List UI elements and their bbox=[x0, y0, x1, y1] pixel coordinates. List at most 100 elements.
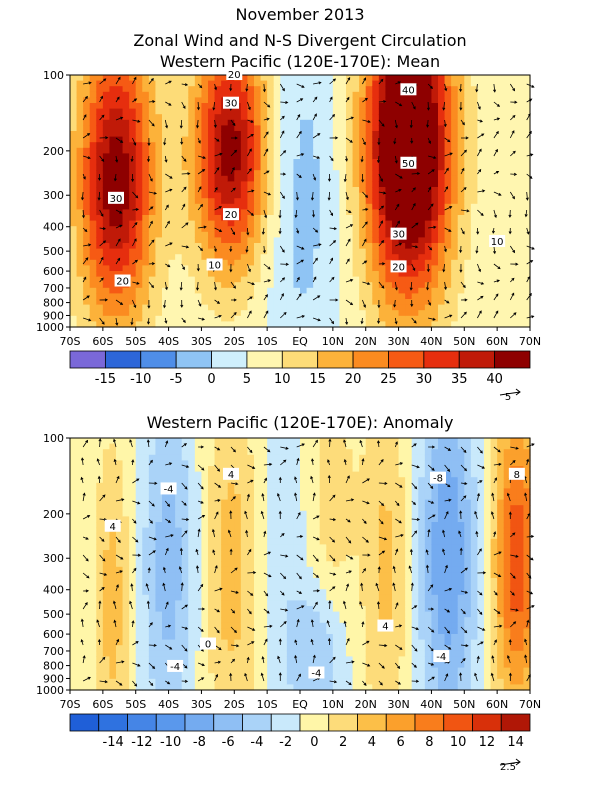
field-cell bbox=[181, 142, 189, 149]
field-cell bbox=[175, 259, 183, 266]
x-tick-label: 30S bbox=[191, 335, 212, 348]
field-cell bbox=[385, 304, 393, 311]
field-cell bbox=[313, 181, 321, 188]
field-cell bbox=[135, 533, 143, 540]
field-cell bbox=[254, 293, 262, 300]
field-cell bbox=[122, 153, 130, 160]
field-cell bbox=[372, 226, 380, 233]
vector-arrow bbox=[115, 155, 119, 163]
field-cell bbox=[116, 293, 124, 300]
field-cell bbox=[135, 254, 143, 261]
field-cell bbox=[273, 153, 281, 160]
field-cell bbox=[484, 91, 492, 98]
field-cell bbox=[444, 164, 452, 171]
field-cell bbox=[168, 499, 176, 506]
field-cell bbox=[135, 310, 143, 317]
field-cell bbox=[102, 656, 111, 663]
field-cell bbox=[451, 125, 459, 132]
vector-arrow bbox=[296, 227, 300, 234]
field-cell bbox=[280, 282, 288, 289]
field-cell bbox=[260, 215, 268, 222]
field-cell bbox=[155, 443, 163, 450]
vector-arrow bbox=[329, 227, 338, 231]
vector-arrow bbox=[345, 238, 351, 247]
field-cell bbox=[424, 91, 433, 98]
field-cell bbox=[352, 119, 360, 126]
field-cell bbox=[273, 164, 281, 171]
field-cell bbox=[444, 103, 452, 110]
field-cell bbox=[116, 136, 124, 143]
field-cell bbox=[181, 499, 189, 506]
field-cell bbox=[424, 159, 433, 166]
field-cell bbox=[148, 538, 157, 545]
field-cell bbox=[490, 265, 498, 272]
field-cell bbox=[438, 282, 446, 289]
field-cell bbox=[431, 271, 439, 278]
field-cell bbox=[102, 164, 111, 171]
contour-label-box bbox=[223, 208, 239, 221]
field-cell bbox=[194, 522, 203, 529]
field-cell bbox=[392, 293, 400, 300]
vector-arrow bbox=[427, 299, 431, 306]
field-cell bbox=[490, 304, 498, 311]
field-cell bbox=[438, 315, 446, 322]
field-cell bbox=[102, 533, 111, 540]
field-cell bbox=[109, 248, 117, 255]
contour-label: 30 bbox=[110, 194, 123, 205]
field-cell bbox=[201, 181, 209, 188]
vector-arrow bbox=[443, 245, 447, 253]
vector-arrow bbox=[181, 101, 186, 110]
field-cell bbox=[497, 203, 505, 210]
field-cell bbox=[372, 293, 380, 300]
field-cell bbox=[273, 175, 281, 182]
field-cell bbox=[89, 209, 97, 216]
field-cell bbox=[155, 80, 163, 87]
vector-arrow bbox=[493, 209, 497, 219]
field-cell bbox=[221, 527, 229, 534]
field-cell bbox=[339, 321, 347, 328]
field-cell bbox=[221, 276, 229, 283]
field-cell bbox=[89, 555, 97, 562]
field-cell bbox=[240, 304, 249, 311]
field-cell bbox=[438, 215, 446, 222]
field-cell bbox=[96, 271, 104, 278]
field-cell bbox=[247, 589, 255, 596]
field-cell bbox=[254, 271, 262, 278]
field-cell bbox=[175, 114, 183, 121]
field-cell bbox=[70, 181, 78, 188]
vector-arrow bbox=[279, 191, 285, 200]
field-cell bbox=[83, 622, 91, 629]
field-cell bbox=[352, 254, 360, 261]
field-cell bbox=[484, 215, 492, 222]
field-cell bbox=[214, 209, 222, 216]
colorbar-label: 40 bbox=[486, 372, 503, 387]
field-cell bbox=[293, 153, 301, 160]
field-cell bbox=[267, 198, 275, 205]
field-cell bbox=[175, 488, 183, 495]
field-cell bbox=[385, 259, 393, 266]
field-cell bbox=[102, 147, 111, 154]
field-cell bbox=[254, 583, 262, 590]
field-cell bbox=[398, 271, 406, 278]
field-cell bbox=[116, 589, 124, 596]
field-cell bbox=[208, 175, 216, 182]
field-cell bbox=[96, 572, 104, 579]
field-cell bbox=[221, 181, 229, 188]
field-cell bbox=[332, 248, 341, 255]
field-cell bbox=[254, 449, 262, 456]
field-cell bbox=[378, 231, 387, 238]
contour-label: 20 bbox=[116, 277, 129, 288]
field-cell bbox=[339, 237, 347, 244]
field-cell bbox=[102, 125, 111, 132]
field-cell bbox=[109, 321, 117, 328]
field-cell bbox=[129, 299, 137, 306]
field-cell bbox=[83, 516, 91, 523]
field-cell bbox=[102, 645, 111, 652]
field-cell bbox=[503, 192, 511, 199]
field-cell bbox=[96, 460, 104, 467]
field-cell bbox=[162, 125, 170, 132]
vector-arrow bbox=[115, 116, 124, 121]
field-cell bbox=[109, 639, 117, 646]
field-cell bbox=[431, 136, 439, 143]
field-shading bbox=[70, 75, 531, 328]
